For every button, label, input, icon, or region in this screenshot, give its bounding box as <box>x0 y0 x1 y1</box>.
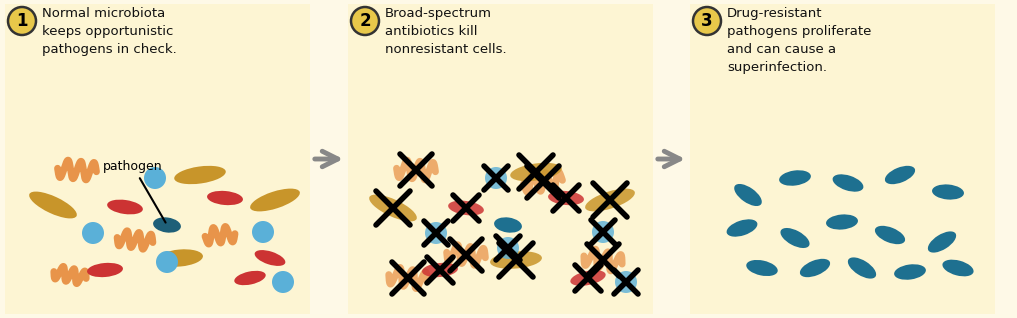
FancyBboxPatch shape <box>5 4 310 314</box>
Circle shape <box>272 271 294 293</box>
Ellipse shape <box>29 191 77 218</box>
Ellipse shape <box>780 228 810 248</box>
Ellipse shape <box>511 163 561 181</box>
FancyBboxPatch shape <box>348 4 653 314</box>
Ellipse shape <box>826 214 858 230</box>
Ellipse shape <box>800 259 830 277</box>
Ellipse shape <box>833 174 863 192</box>
Text: Drug-resistant
pathogens proliferate
and can cause a
superinfection.: Drug-resistant pathogens proliferate and… <box>727 7 872 74</box>
Text: 3: 3 <box>701 12 713 30</box>
Text: pathogen: pathogen <box>103 160 166 223</box>
Ellipse shape <box>107 200 142 214</box>
Circle shape <box>485 167 507 189</box>
FancyBboxPatch shape <box>690 4 995 314</box>
Ellipse shape <box>894 264 925 280</box>
Circle shape <box>156 251 178 273</box>
Ellipse shape <box>207 191 243 205</box>
Ellipse shape <box>726 219 758 237</box>
Ellipse shape <box>490 251 542 269</box>
Ellipse shape <box>932 184 964 200</box>
Circle shape <box>497 237 519 259</box>
Ellipse shape <box>448 201 484 215</box>
Text: Normal microbiota
keeps opportunistic
pathogens in check.: Normal microbiota keeps opportunistic pa… <box>42 7 177 56</box>
Ellipse shape <box>87 263 123 277</box>
Circle shape <box>144 167 166 189</box>
Ellipse shape <box>174 166 226 184</box>
Ellipse shape <box>250 189 300 211</box>
Circle shape <box>351 7 379 35</box>
Ellipse shape <box>234 271 265 285</box>
Ellipse shape <box>943 260 973 276</box>
Ellipse shape <box>585 189 635 211</box>
Text: 2: 2 <box>359 12 371 30</box>
Ellipse shape <box>779 170 811 186</box>
Ellipse shape <box>875 226 905 244</box>
Ellipse shape <box>154 217 181 233</box>
Ellipse shape <box>571 270 606 286</box>
Ellipse shape <box>885 166 915 184</box>
Ellipse shape <box>369 195 417 221</box>
Circle shape <box>425 222 447 244</box>
Ellipse shape <box>734 184 762 206</box>
Ellipse shape <box>746 260 778 276</box>
Text: 1: 1 <box>16 12 27 30</box>
Circle shape <box>8 7 36 35</box>
Text: Broad-spectrum
antibiotics kill
nonresistant cells.: Broad-spectrum antibiotics kill nonresis… <box>385 7 506 56</box>
Circle shape <box>592 221 614 243</box>
Circle shape <box>615 271 637 293</box>
Ellipse shape <box>254 250 286 266</box>
Ellipse shape <box>848 257 876 279</box>
Circle shape <box>252 221 274 243</box>
Ellipse shape <box>548 191 584 205</box>
Circle shape <box>82 222 104 244</box>
Circle shape <box>693 7 721 35</box>
Ellipse shape <box>494 217 522 233</box>
Ellipse shape <box>928 232 956 252</box>
Ellipse shape <box>422 263 458 277</box>
Ellipse shape <box>157 249 203 267</box>
